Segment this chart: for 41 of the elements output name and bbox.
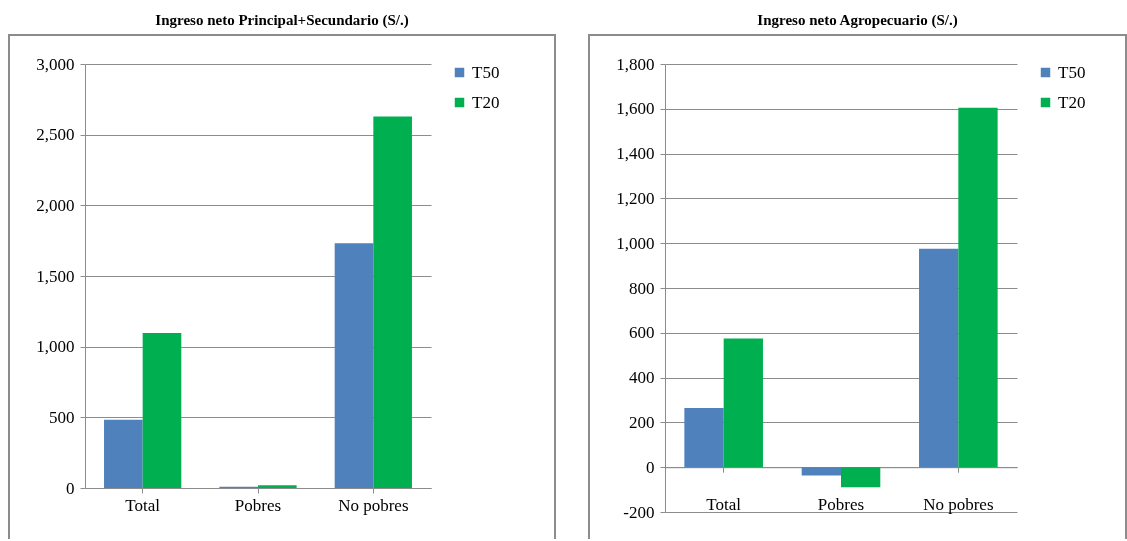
y-tick-label: 2,000 [36,195,75,215]
x-tick-label: Total [706,494,742,514]
y-tick-label: 600 [629,323,655,343]
x-tick-label: Pobres [817,494,865,514]
x-tick-label: No pobres [923,494,994,514]
bar [958,107,998,468]
bar [801,467,841,476]
y-tick-label: 0 [66,478,75,498]
y-tick-label: 3,000 [36,54,75,74]
y-tick-label: 800 [629,278,655,298]
x-tick-label: Pobres [234,495,282,515]
legend-label: T50 [1058,62,1086,82]
bar [919,248,959,468]
y-tick-label: 1,400 [616,144,655,164]
y-tick-label: 400 [629,368,655,388]
y-tick-label: -200 [623,502,655,522]
bar [841,467,881,488]
legend-label: T20 [1058,92,1086,112]
legend-label: T50 [472,62,500,82]
bar [104,419,143,488]
y-tick-label: 1,600 [616,99,655,119]
x-tick-label: No pobres [338,495,409,515]
bar [684,408,724,468]
y-tick-label: 1,000 [36,337,75,357]
bar [723,338,763,468]
x-tick-label: Total [125,495,161,515]
bar [334,243,374,488]
bar [258,485,297,488]
chart-title: Ingreso neto Agropecuario (S/.) [756,11,959,30]
bar [373,116,412,488]
y-tick-label: 1,000 [616,233,655,253]
y-tick-label: 200 [629,412,655,432]
y-tick-label: 1,200 [616,188,655,208]
y-tick-label: 500 [49,407,75,427]
legend-label: T20 [472,92,500,112]
y-tick-label: 2,500 [36,125,75,145]
y-tick-label: 1,800 [616,54,655,74]
bar [142,333,182,488]
y-tick-label: 1,500 [36,266,75,286]
chart-title: Ingreso neto Principal+Secundario (S/.) [154,11,410,30]
y-tick-label: 0 [646,457,655,477]
